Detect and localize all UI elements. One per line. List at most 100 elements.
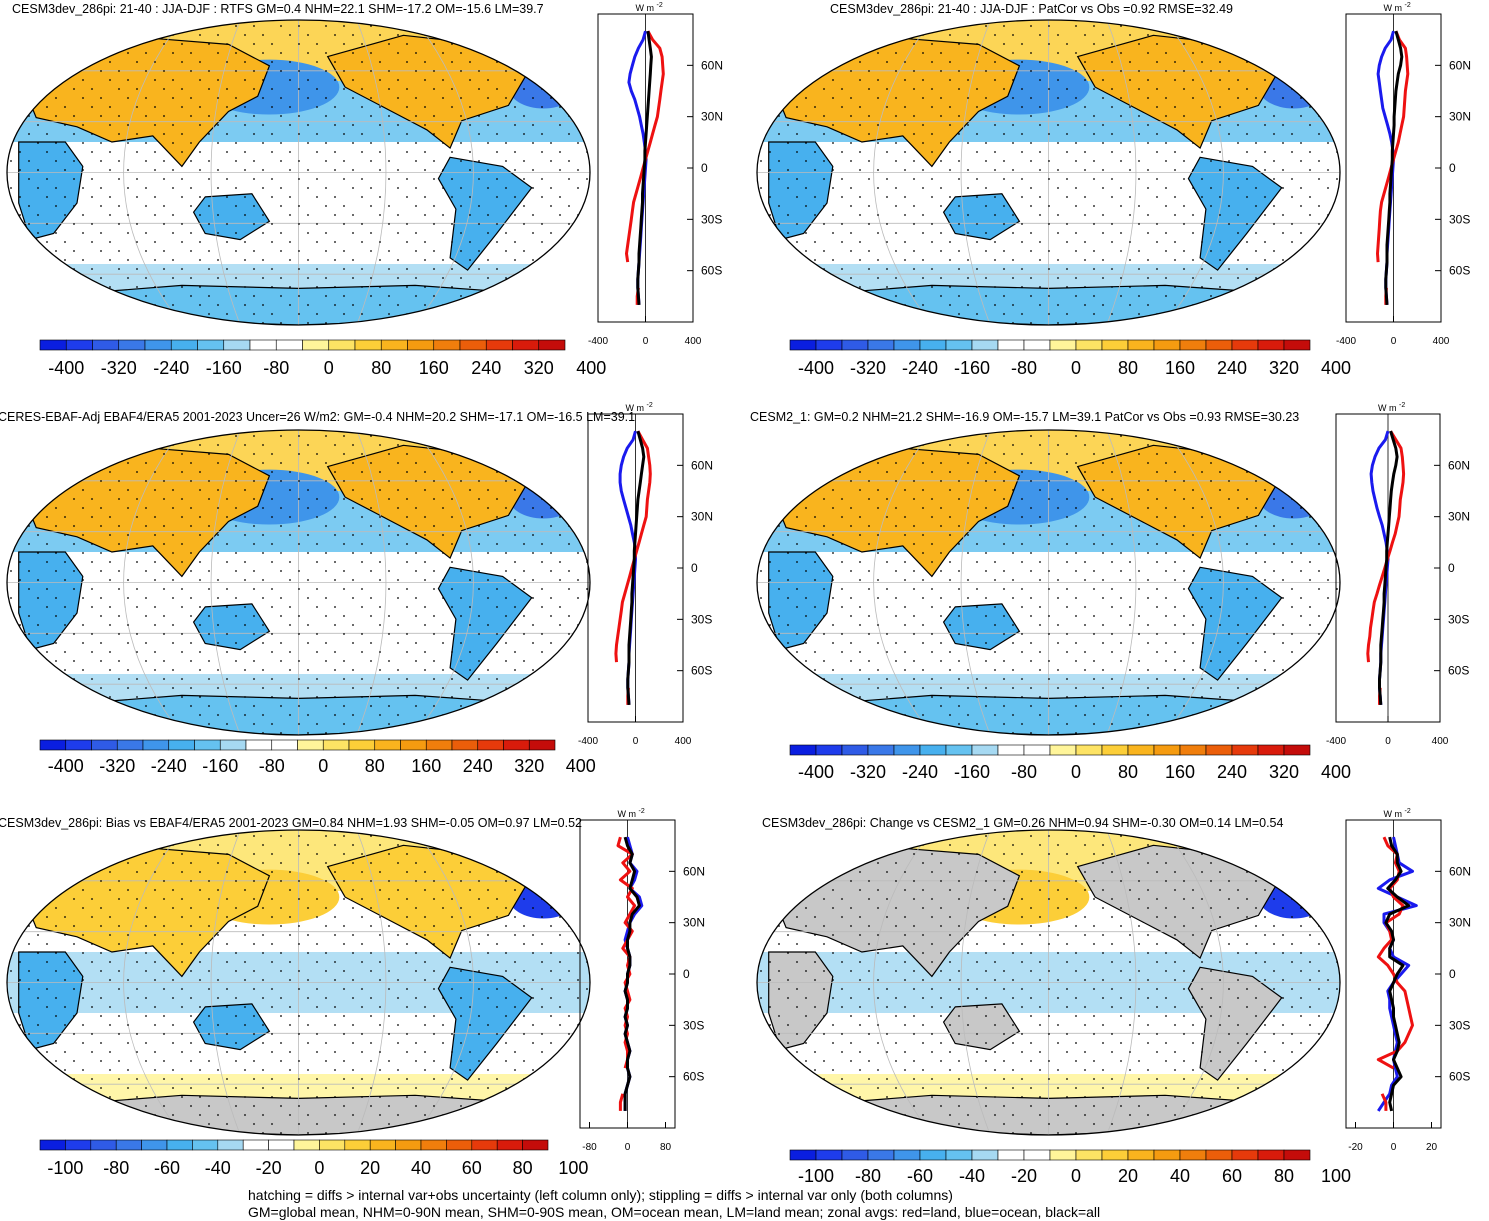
stipple-dot (523, 498, 525, 500)
stipple-dot (235, 862, 237, 864)
stipple-dot (100, 925, 102, 927)
stipple-dot (1273, 70, 1275, 72)
stipple-dot (469, 624, 471, 626)
stipple-dot (19, 606, 21, 608)
stipple-dot (1246, 241, 1248, 243)
stipple-dot (1021, 453, 1023, 455)
colorbar-swatch (1049, 339, 1077, 351)
stipple-dot (235, 997, 237, 999)
stipple-dot (226, 696, 228, 698)
stipple-dot (370, 952, 372, 954)
stipple-dot (181, 241, 183, 243)
stipple-dot (541, 1078, 543, 1080)
stipple-dot (1318, 480, 1320, 482)
stipple-dot (280, 615, 282, 617)
stipple-dot (325, 552, 327, 554)
stipple-dot (289, 241, 291, 243)
stipple-dot (73, 1033, 75, 1035)
stipple-dot (1210, 97, 1212, 99)
stipple-dot (559, 304, 561, 306)
stipple-dot (505, 660, 507, 662)
stipple-dot (235, 435, 237, 437)
stipple-dot (1156, 588, 1158, 590)
stipple-dot (895, 835, 897, 837)
colorbar-swatch (144, 339, 172, 351)
stipple-dot (127, 507, 129, 509)
stipple-dot (949, 606, 951, 608)
stipple-dot (307, 714, 309, 716)
stipple-dot (1012, 187, 1014, 189)
stipple-dot (922, 597, 924, 599)
stipple-dot (397, 687, 399, 689)
colorbar-label: -80 (263, 358, 289, 378)
stipple-dot (361, 516, 363, 518)
stipple-dot (91, 871, 93, 873)
stipple-dot (172, 889, 174, 891)
stipple-dot (433, 853, 435, 855)
stipple-dot (1120, 525, 1122, 527)
stipple-dot (994, 651, 996, 653)
stipple-dot (379, 1096, 381, 1098)
stipple-dot (787, 277, 789, 279)
stipple-dot (271, 286, 273, 288)
stipple-dot (172, 597, 174, 599)
stipple-dot (1057, 259, 1059, 261)
stipple-dot (505, 1087, 507, 1089)
stipple-dot (1291, 151, 1293, 153)
stipple-dot (1093, 570, 1095, 572)
stipple-dot (100, 525, 102, 527)
stipple-dot (451, 1096, 453, 1098)
stipple-dot (334, 1114, 336, 1116)
stipple-dot (1300, 52, 1302, 54)
colorbar-swatch (425, 739, 453, 751)
stipple-dot (262, 624, 264, 626)
stipple-dot (1183, 250, 1185, 252)
zonal-ytick-label: 0 (701, 161, 708, 175)
stipple-dot (451, 961, 453, 963)
stipple-dot (832, 259, 834, 261)
stipple-dot (100, 880, 102, 882)
stipple-dot (505, 97, 507, 99)
stipple-dot (523, 295, 525, 297)
stipple-dot (352, 1114, 354, 1116)
stipple-dot (127, 997, 129, 999)
stipple-dot (805, 507, 807, 509)
colorbar-swatch (168, 739, 195, 751)
stipple-dot (262, 979, 264, 981)
stipple-dot (451, 471, 453, 473)
stipple-dot (532, 52, 534, 54)
stipple-dot (343, 133, 345, 135)
stipple-dot (1111, 516, 1113, 518)
stipple-dot (352, 124, 354, 126)
graticule-lon (960, 430, 991, 735)
stipple-dot (298, 43, 300, 45)
stipple-dot (1093, 525, 1095, 527)
stipple-dot (1120, 660, 1122, 662)
continent-antarctica (65, 284, 544, 325)
stipple-dot (46, 916, 48, 918)
stipple-dot (172, 979, 174, 981)
stipple-dot (433, 925, 435, 927)
stipple-dot (796, 696, 798, 698)
stipple-dot (397, 844, 399, 846)
stipple-dot (208, 43, 210, 45)
stipple-dot (334, 916, 336, 918)
stipple-dot (796, 268, 798, 270)
stipple-dot (325, 52, 327, 54)
stipple-dot (379, 714, 381, 716)
stipple-dot (559, 169, 561, 171)
stipple-dot (823, 660, 825, 662)
stipple-dot (814, 534, 816, 536)
stipple-dot (778, 43, 780, 45)
stipple-dot (1309, 286, 1311, 288)
stipple-dot (1075, 322, 1077, 324)
stipple-dot (424, 624, 426, 626)
stipple-dot (949, 61, 951, 63)
stipple-dot (145, 1105, 147, 1107)
stipple-dot (37, 979, 39, 981)
stipple-dot (559, 471, 561, 473)
stipple-dot (568, 633, 570, 635)
colorbar-swatch (1101, 744, 1129, 756)
stipple-dot (262, 142, 264, 144)
stipple-dot (1336, 43, 1338, 45)
